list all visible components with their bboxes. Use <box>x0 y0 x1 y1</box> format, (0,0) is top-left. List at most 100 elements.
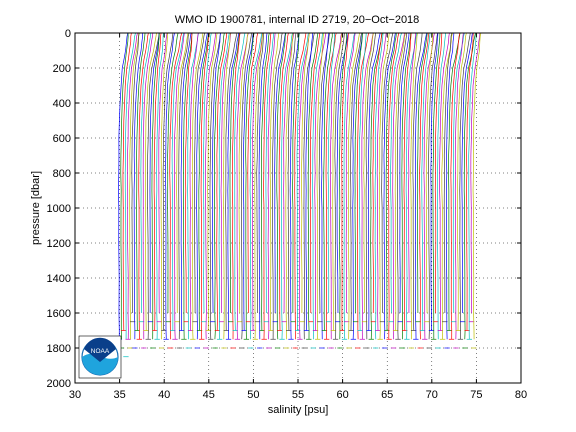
profile-line <box>350 32 363 331</box>
profile-line <box>120 32 129 340</box>
y-tick-label: 400 <box>53 98 71 110</box>
profile-line <box>417 32 428 314</box>
profile-line <box>470 32 481 314</box>
profile-line <box>234 32 246 331</box>
profile-line <box>392 32 405 340</box>
profile-line <box>256 32 264 314</box>
profile-line <box>260 32 270 331</box>
profile-line <box>247 32 259 314</box>
profile-line <box>189 32 199 331</box>
profile-line <box>372 32 383 314</box>
y-tick-label: 200 <box>53 63 71 75</box>
profile-line <box>379 32 390 340</box>
profile-line <box>225 32 238 331</box>
profile-line <box>432 32 441 340</box>
profile-line <box>203 32 212 314</box>
profile-line <box>334 32 345 340</box>
y-tick-label: 1800 <box>47 343 71 355</box>
profile-line <box>421 32 431 331</box>
profile-line <box>327 33 335 314</box>
profile-line <box>321 32 330 340</box>
profile-line <box>385 32 397 331</box>
profile-line <box>339 32 347 340</box>
profile-line <box>367 32 381 331</box>
profile-line <box>437 32 446 340</box>
profile-line <box>151 32 160 340</box>
profile-line <box>272 32 283 340</box>
profile-line <box>229 32 240 314</box>
profile-line <box>243 32 254 331</box>
y-tick-label: 1200 <box>47 238 71 250</box>
profile-line <box>356 32 370 340</box>
profile-line <box>127 32 138 340</box>
profile-line <box>183 32 193 340</box>
profile-line <box>198 32 209 331</box>
profile-line <box>164 32 175 340</box>
profile-line <box>472 32 482 340</box>
profile-line <box>158 32 168 314</box>
profile-line <box>171 32 185 331</box>
profile-line <box>428 32 438 340</box>
profile-line <box>443 32 452 314</box>
x-tick-label: 55 <box>292 389 304 401</box>
profile-line <box>454 32 464 340</box>
profile-line <box>468 32 477 340</box>
profile-line <box>354 32 363 314</box>
profile-line <box>287 32 297 331</box>
profile-line <box>278 32 289 331</box>
profile-line <box>347 32 360 340</box>
profile-line <box>129 32 139 340</box>
profile-line <box>466 32 474 331</box>
profile-line <box>133 32 144 340</box>
x-tick-label: 40 <box>158 389 170 401</box>
profile-line <box>216 32 228 331</box>
profile-line <box>218 32 230 340</box>
profile-line <box>231 32 241 340</box>
profile-line <box>294 32 307 340</box>
profile-line <box>408 32 417 314</box>
profile-line <box>269 32 280 331</box>
profile-line <box>396 32 407 340</box>
profile-line <box>200 32 210 340</box>
profile-line <box>211 32 221 314</box>
logo-bird <box>84 337 116 362</box>
profile-line <box>193 32 205 314</box>
profile-line <box>450 32 461 340</box>
noaa-logo: NOAA <box>78 335 122 379</box>
profile-line <box>363 32 374 314</box>
profile-line <box>394 32 406 331</box>
profile-line <box>122 32 132 331</box>
y-tick-label: 1400 <box>47 273 71 285</box>
profile-line <box>254 32 263 340</box>
profile-line <box>374 32 384 340</box>
profiles-layer <box>116 32 482 358</box>
profile-line <box>370 32 383 340</box>
profile-line <box>403 32 412 331</box>
x-tick-label: 45 <box>203 389 215 401</box>
logo-text: NOAA <box>91 348 110 355</box>
profile-line <box>131 32 140 314</box>
profile-line <box>441 32 453 340</box>
profile-line <box>448 32 461 331</box>
x-tick-label: 80 <box>515 389 527 401</box>
profile-line <box>187 32 199 340</box>
profile-line <box>169 32 183 340</box>
profile-line <box>138 32 149 340</box>
profile-line <box>359 32 367 331</box>
y-tick-label: 1600 <box>47 308 71 320</box>
profile-line <box>343 32 355 340</box>
profile-line <box>352 32 363 340</box>
profile-line <box>178 32 190 340</box>
profile-line <box>263 32 272 340</box>
y-tick-label: 800 <box>53 168 71 180</box>
profile-line <box>365 32 377 340</box>
profile-line <box>191 32 204 340</box>
profile-line <box>305 32 313 331</box>
profile-line <box>209 32 221 340</box>
profile-line <box>419 32 430 340</box>
profile-line <box>207 32 218 331</box>
profile-line <box>330 32 342 340</box>
profile-line <box>223 32 231 340</box>
profile-line <box>281 32 293 340</box>
profile-line <box>285 32 294 340</box>
